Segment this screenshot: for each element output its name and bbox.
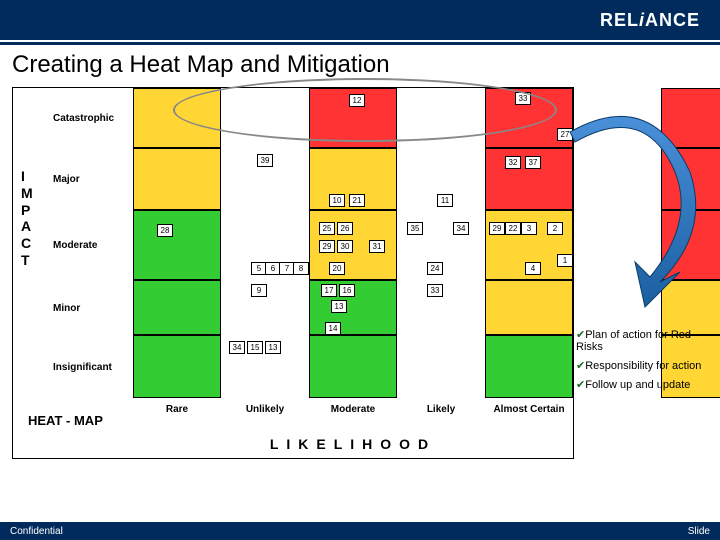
risk-marker: 25 <box>319 222 335 235</box>
bullet-item: ✔Responsibility for action <box>576 359 716 372</box>
highlight-ellipse <box>173 78 557 142</box>
x-label: Unlikely <box>221 404 309 415</box>
risk-marker: 21 <box>349 194 365 207</box>
footer-left: Confidential <box>10 526 63 537</box>
risk-marker: 29 <box>319 240 335 253</box>
x-label: Moderate <box>309 404 397 415</box>
risk-marker: 3 <box>521 222 537 235</box>
brand-logo: RELiANCE <box>600 10 700 31</box>
x-axis-title: LIKELIHOOD <box>133 436 573 452</box>
risk-marker: 16 <box>339 284 355 297</box>
risk-marker: 13 <box>265 341 281 354</box>
y-label: Minor <box>53 303 80 314</box>
risk-marker: 9 <box>251 284 267 297</box>
footer-right: Slide <box>688 526 710 537</box>
header-bar: RELiANCE <box>0 0 720 40</box>
risk-marker: 14 <box>325 322 341 335</box>
risk-marker: 37 <box>525 156 541 169</box>
heatmap-cell <box>485 335 573 398</box>
bullet-list: ✔Plan of action for Red Risks ✔Responsibi… <box>576 322 716 397</box>
heatmap-cell <box>133 210 221 280</box>
risk-marker: 32 <box>505 156 521 169</box>
heatmap-container: IMPACT 123327393237102111282526353429223… <box>12 87 574 459</box>
risk-marker: 33 <box>427 284 443 297</box>
heatmap-cell <box>133 335 221 398</box>
x-label: Almost Certain <box>485 404 573 415</box>
heat-map-label: HEAT - MAP <box>28 413 103 428</box>
risk-marker: 34 <box>229 341 245 354</box>
x-label: Likely <box>397 404 485 415</box>
risk-marker: 10 <box>329 194 345 207</box>
y-label: Moderate <box>53 240 97 251</box>
heatmap-cell <box>133 148 221 210</box>
risk-marker: 28 <box>157 224 173 237</box>
y-label: Insignificant <box>53 362 112 373</box>
risk-marker: 20 <box>329 262 345 275</box>
risk-marker: 8 <box>293 262 309 275</box>
risk-marker: 4 <box>525 262 541 275</box>
risk-marker: 35 <box>407 222 423 235</box>
arrow-icon <box>560 82 710 312</box>
heatmap-cell <box>133 280 221 335</box>
risk-marker: 24 <box>427 262 443 275</box>
risk-marker: 29 <box>489 222 505 235</box>
risk-marker: 34 <box>453 222 469 235</box>
page-title: Creating a Heat Map and Mitigation <box>12 51 708 79</box>
bullet-item: ✔Plan of action for Red Risks <box>576 328 716 353</box>
header-rule <box>0 42 720 45</box>
bullet-item: ✔Follow up and update <box>576 378 716 391</box>
risk-marker: 26 <box>337 222 353 235</box>
risk-marker: 30 <box>337 240 353 253</box>
x-label: Rare <box>133 404 221 415</box>
risk-marker: 31 <box>369 240 385 253</box>
risk-marker: 22 <box>505 222 521 235</box>
risk-marker: 15 <box>247 341 263 354</box>
footer-bar: Confidential Slide <box>0 522 720 540</box>
y-label: Major <box>53 174 80 185</box>
risk-marker: 11 <box>437 194 453 207</box>
risk-marker: 13 <box>331 300 347 313</box>
y-label: Catastrophic <box>53 113 114 124</box>
risk-marker: 17 <box>321 284 337 297</box>
risk-marker: 39 <box>257 154 273 167</box>
heatmap-cell <box>309 335 397 398</box>
y-axis-title: IMPACT <box>21 168 33 269</box>
